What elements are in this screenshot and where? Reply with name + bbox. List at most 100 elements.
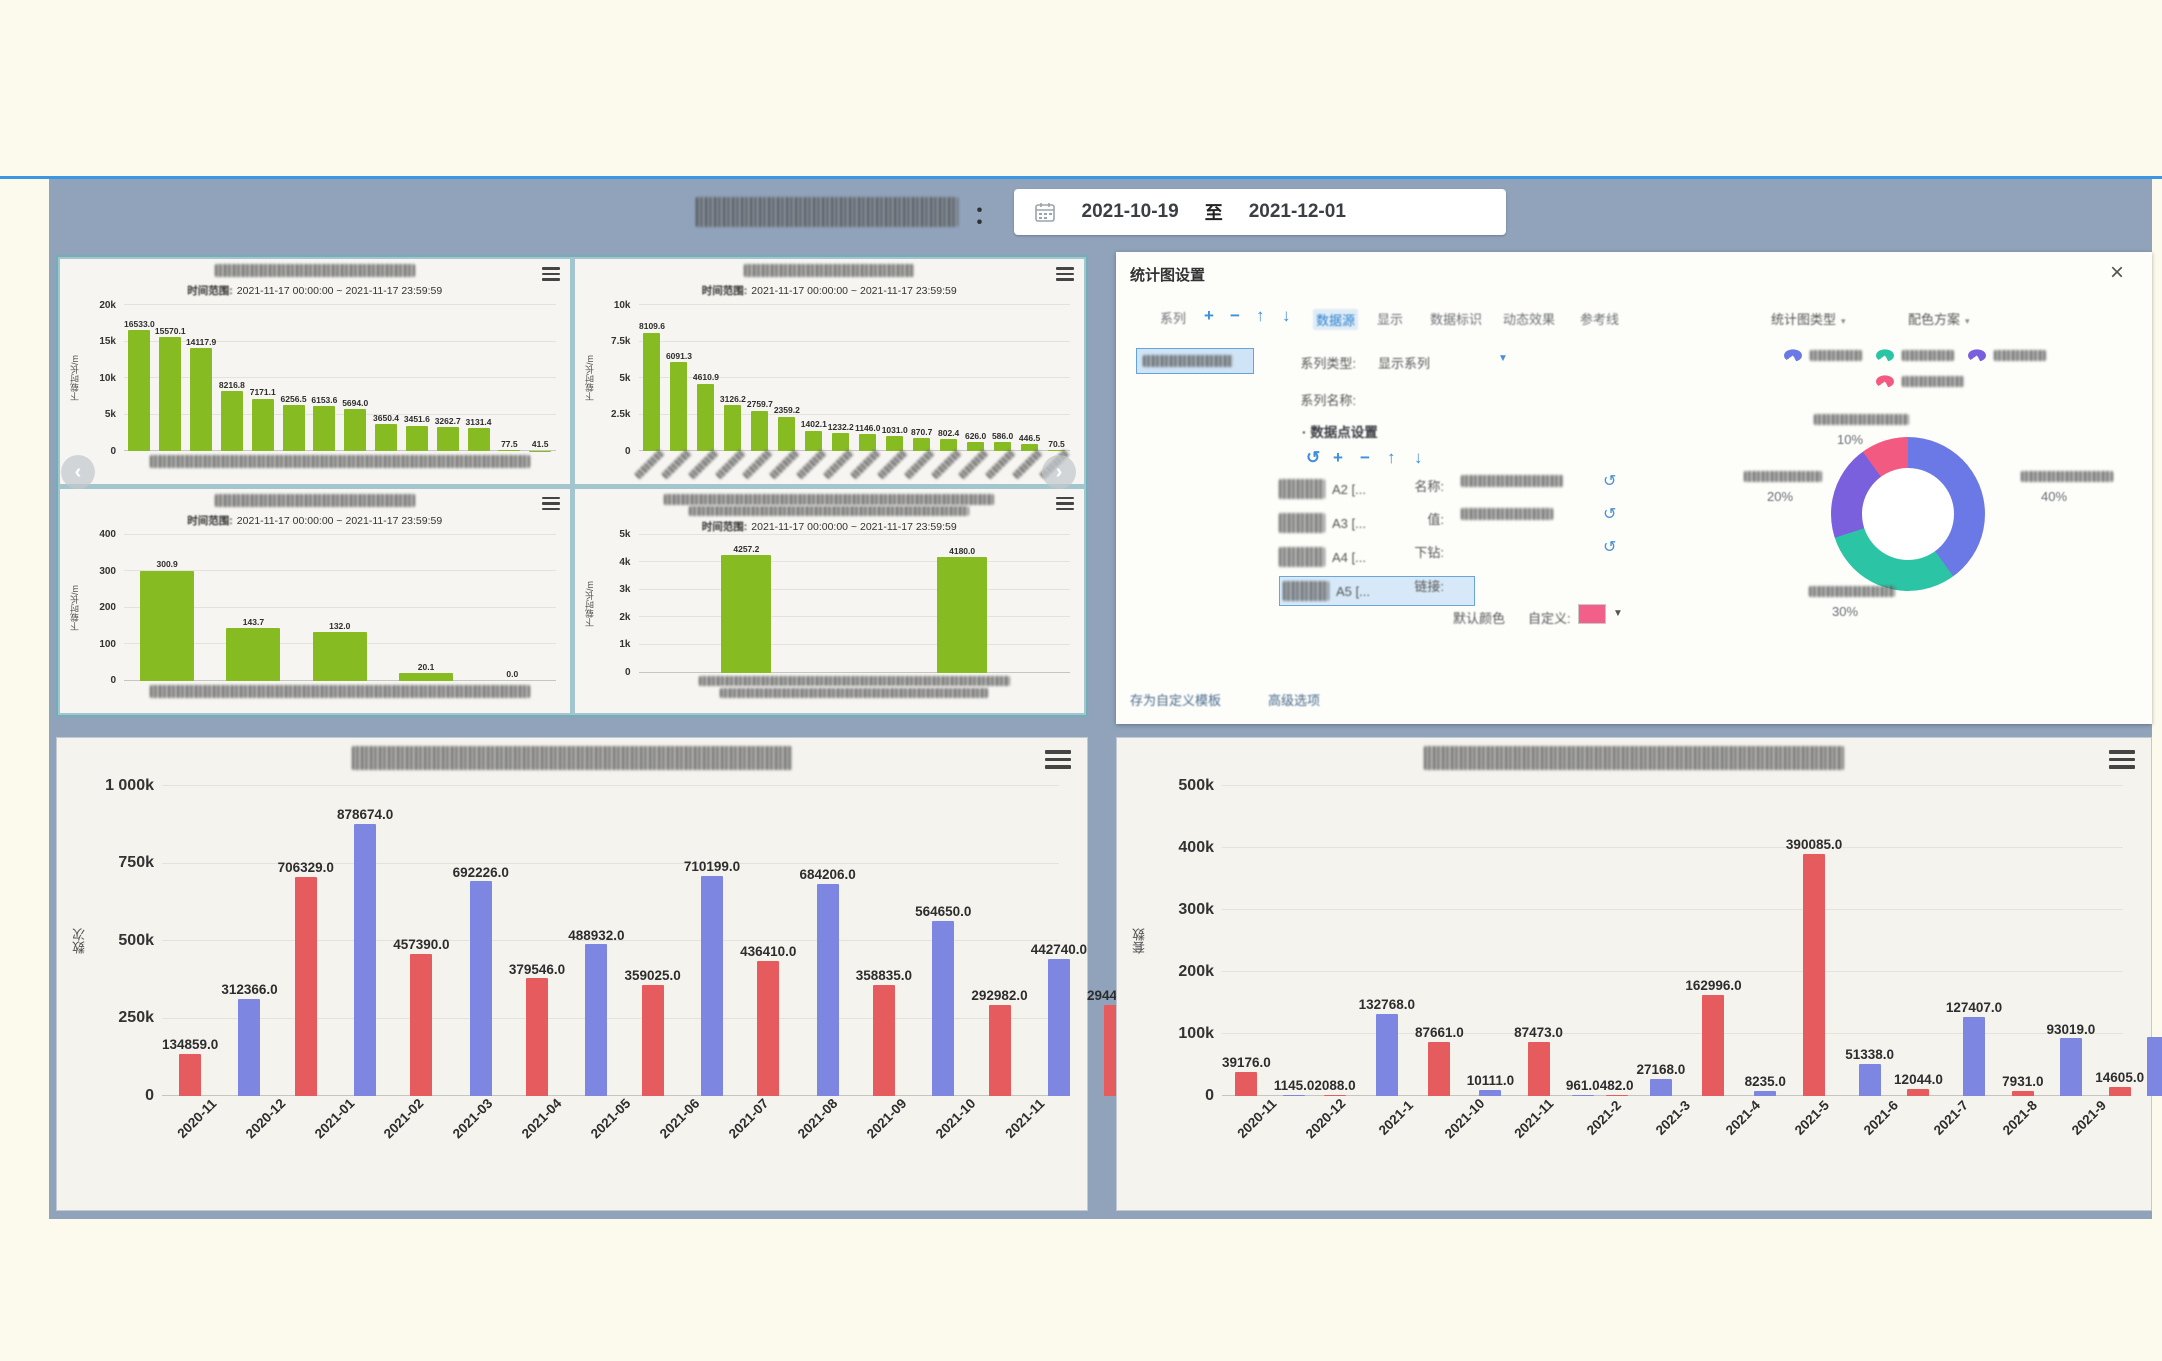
- datapoint-list-item[interactable]: A4 [...: [1279, 542, 1475, 572]
- category-group: 586.0: [989, 305, 1016, 451]
- x-axis-label-redacted: [930, 448, 962, 480]
- carousel-prev-button[interactable]: ‹: [61, 455, 95, 489]
- bar-value-label: 70.5: [1048, 438, 1065, 449]
- chart-subtitle: 时间范围: 2021-11-17 00:00:00 ~ 2021-11-17 23…: [575, 283, 1085, 298]
- chart-menu-icon[interactable]: [541, 496, 560, 510]
- tab-option-3[interactable]: 动态效果: [1503, 312, 1556, 327]
- gridline: [1222, 847, 2123, 848]
- tab-option-1[interactable]: 显示: [1377, 312, 1404, 327]
- x-axis-label: 2021-08: [794, 1095, 841, 1142]
- category-group: 2759.7: [746, 305, 773, 451]
- bar: [238, 999, 261, 1096]
- category-group: 359025.0 710199.0: [625, 786, 740, 1096]
- bar-stack: 15570.1: [155, 305, 186, 451]
- x-axis-label: 2021-06: [656, 1095, 703, 1142]
- date-separator: 至: [1204, 203, 1223, 223]
- add-icon[interactable]: +: [1204, 306, 1214, 325]
- series-type-caret-icon[interactable]: ▼: [1498, 353, 1508, 364]
- bar: [940, 439, 958, 451]
- bar-stack: 3126.2: [720, 305, 746, 451]
- bar-stack: 3650.4: [373, 305, 399, 451]
- bar-stack: 1402.1: [801, 305, 827, 451]
- x-axis-label: 2021-7: [1930, 1097, 1971, 1138]
- date-range-picker[interactable]: 2021-10-19 至 2021-12-01: [1013, 189, 1506, 235]
- bar-stack: 359025.0: [625, 786, 681, 1096]
- carousel-next-button[interactable]: ›: [1042, 455, 1076, 489]
- gridline: [162, 862, 1059, 864]
- datapoint-list-item[interactable]: A3 [...: [1279, 508, 1475, 538]
- category-group: 870.7: [908, 305, 935, 451]
- chart-type-dropdown[interactable]: 统计图类型 ▾: [1771, 312, 1846, 327]
- chart-menu-icon[interactable]: [1056, 267, 1074, 281]
- bar-stack: 390085.0: [1786, 786, 1842, 1096]
- move-up-icon[interactable]: ↑: [1256, 306, 1265, 325]
- move-up-icon[interactable]: ↑: [1387, 448, 1396, 467]
- selected-series-item[interactable]: [1136, 348, 1254, 374]
- bar: [913, 438, 931, 451]
- chart-menu-icon[interactable]: [541, 267, 560, 281]
- date-end[interactable]: 2021-12-01: [1248, 201, 1346, 222]
- x-axis-cell: 2021-09: [852, 1096, 921, 1182]
- move-down-icon[interactable]: ↓: [1282, 306, 1291, 325]
- y-axis-tick: 4k: [619, 556, 631, 568]
- bar: [498, 450, 521, 451]
- swatch-caret-icon[interactable]: ▼: [1613, 608, 1623, 619]
- function-icon[interactable]: ↺: [1603, 539, 1617, 556]
- tab-datasource[interactable]: 数据源: [1313, 309, 1359, 330]
- bar-value-label: 358835.0: [855, 967, 913, 983]
- bar: [1803, 854, 1826, 1096]
- close-icon[interactable]: ×: [2104, 258, 2130, 288]
- plot-area: 0 100k 200k 300k 400k 500k 套数 39176.0 1145.0 2088…: [1132, 777, 2162, 1141]
- x-axis-label-redacted: [795, 448, 828, 480]
- bar-stack: 70.5: [1048, 305, 1066, 451]
- calendar-icon: [1034, 203, 1055, 222]
- datapoint-list-item[interactable]: A2 [...: [1279, 474, 1475, 504]
- gridline: [162, 1017, 1059, 1019]
- bar-stack: 77.5: [498, 305, 521, 451]
- bar-stack: 39176.0: [1222, 786, 1271, 1096]
- y-axis-tick: 5k: [619, 372, 631, 384]
- function-icon[interactable]: ↺: [1603, 473, 1617, 490]
- y-axis-tick: 400: [99, 529, 116, 540]
- chart-menu-icon[interactable]: [2109, 750, 2135, 769]
- x-axis-label-redacted: [876, 448, 908, 480]
- bar-value-label: 14605.0: [2095, 1070, 2145, 1086]
- tab-option-2[interactable]: 数据标识: [1430, 312, 1483, 327]
- color-swatch[interactable]: [1578, 604, 1606, 624]
- save-as-template-link[interactable]: 存为自定义模板: [1130, 693, 1222, 708]
- panel-title: 统计图设置: [1130, 267, 1206, 284]
- add-icon[interactable]: +: [1333, 448, 1343, 467]
- series-name-redacted: [1143, 355, 1233, 367]
- bar: [128, 330, 151, 451]
- y-axis-tick: 400k: [1178, 838, 1214, 856]
- remove-icon[interactable]: −: [1360, 448, 1370, 467]
- tab-series[interactable]: 系列: [1160, 311, 1187, 326]
- datapoint-list-item[interactable]: A5 [...: [1279, 576, 1475, 606]
- bar-value-label: 2088.0: [1314, 1077, 1356, 1093]
- bar-stack: 93019.0: [2046, 786, 2095, 1096]
- advanced-options-link[interactable]: 高级选项: [1268, 693, 1321, 708]
- function-icon[interactable]: ↺: [1603, 506, 1617, 523]
- bar-stack: 8235.0: [1745, 786, 1786, 1096]
- y-axis-label: 数次: [72, 928, 87, 954]
- legend-marker-icon: [1968, 349, 1986, 362]
- date-start[interactable]: 2021-10-19: [1081, 201, 1179, 222]
- chart-menu-icon[interactable]: [1056, 496, 1074, 510]
- remove-icon[interactable]: −: [1230, 306, 1240, 325]
- gridline: [638, 340, 1070, 342]
- bar-value-label: 87473.0: [1514, 1024, 1563, 1040]
- field-name-value-redacted[interactable]: [1461, 475, 1563, 487]
- color-scheme-dropdown[interactable]: 配色方案 ▾: [1908, 312, 1970, 327]
- x-axis-cell: 2021-04: [507, 1096, 576, 1182]
- chart-menu-icon[interactable]: [1045, 750, 1071, 769]
- bar: [1702, 994, 1725, 1096]
- field-value-redacted[interactable]: [1461, 508, 1553, 520]
- bar: [859, 434, 877, 451]
- move-down-icon[interactable]: ↓: [1414, 448, 1423, 467]
- x-axis-labels: 2020-11 2020-12 2021-1 2021-10 2021-11 2021-2…: [1222, 1096, 2123, 1182]
- refresh-icon[interactable]: ↺: [1306, 448, 1321, 467]
- y-axis-tick: 200: [99, 602, 116, 613]
- series-type-value[interactable]: 显示系列: [1378, 356, 1431, 371]
- gridline: [124, 377, 556, 378]
- tab-option-4[interactable]: 参考线: [1580, 312, 1620, 327]
